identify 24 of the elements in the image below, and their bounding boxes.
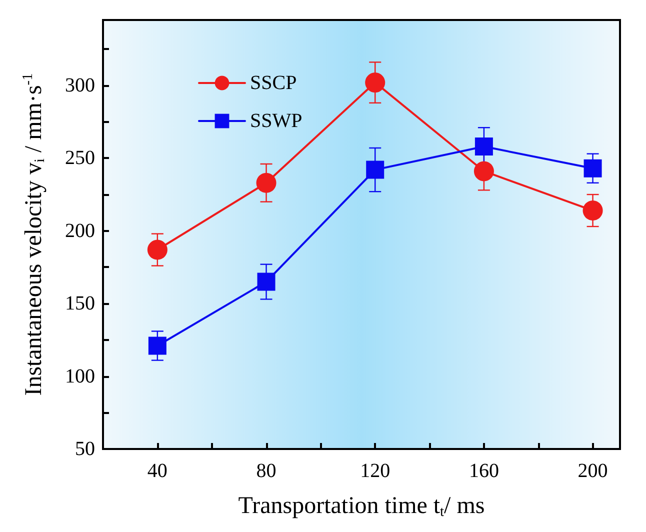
y-tick-label: 100 <box>65 365 95 388</box>
x-tick-label: 160 <box>468 460 499 482</box>
y-tick-label: 300 <box>65 74 95 96</box>
point <box>257 272 276 291</box>
point <box>148 336 166 355</box>
point <box>256 172 276 193</box>
y-tick-label: 50 <box>75 438 95 460</box>
x-tick-label: 120 <box>360 460 390 482</box>
legend-label: SSCP <box>250 72 297 94</box>
point <box>365 72 386 93</box>
legend-label: SSWP <box>250 110 302 132</box>
point <box>474 138 493 156</box>
x-tick-label: 200 <box>578 460 608 482</box>
point <box>582 200 603 220</box>
x-tick-label: 80 <box>256 460 276 482</box>
point <box>474 161 494 182</box>
x-tick-label: 40 <box>147 460 168 482</box>
y-tick-label: 250 <box>65 147 95 170</box>
point <box>147 240 168 260</box>
y-tick-label: 200 <box>65 220 95 242</box>
point <box>584 159 602 178</box>
y-axis-title: Instantaneous velocity vi / mm·s-1 <box>20 73 48 396</box>
y-tick-label: 150 <box>65 292 95 315</box>
point <box>366 160 384 179</box>
